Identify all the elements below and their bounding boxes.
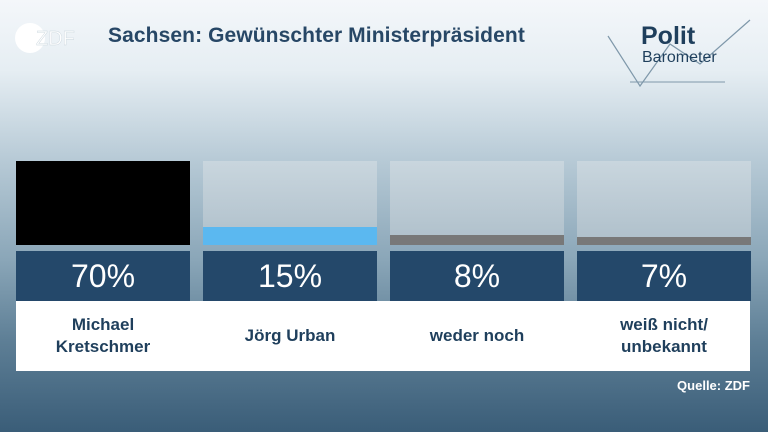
politbarometer-barometer-text: Barometer xyxy=(642,49,717,66)
bar xyxy=(16,161,190,245)
politbarometer-logo xyxy=(607,19,751,88)
source-note: Quelle: ZDF xyxy=(677,378,750,393)
category-label: Michael Kretschmer xyxy=(55,314,151,356)
category-label: weder noch xyxy=(429,325,525,345)
bar-area xyxy=(577,161,751,245)
bar xyxy=(577,237,751,245)
value-label: 7% xyxy=(577,251,751,301)
chart-title: Sachsen: Gewünschter Ministerpräsident xyxy=(108,24,525,47)
category-label: weiß nicht/unbekannt xyxy=(620,314,708,356)
category-label-strip xyxy=(16,301,750,371)
politbarometer-polit-text: Polit xyxy=(641,22,696,50)
zdf-logo-text: ZDF xyxy=(36,28,75,50)
zdf-logo: ZDF xyxy=(15,23,75,53)
value-label: 70% xyxy=(16,251,190,301)
bar-area xyxy=(203,161,377,245)
bar-area xyxy=(390,161,564,245)
value-label: 15% xyxy=(203,251,377,301)
bar xyxy=(203,227,377,245)
value-label: 8% xyxy=(390,251,564,301)
bar xyxy=(390,235,564,245)
bar-area xyxy=(16,161,190,245)
category-label: Jörg Urban xyxy=(244,325,336,345)
